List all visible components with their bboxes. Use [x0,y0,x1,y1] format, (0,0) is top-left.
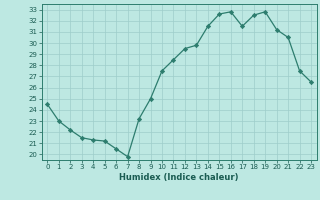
X-axis label: Humidex (Indice chaleur): Humidex (Indice chaleur) [119,173,239,182]
